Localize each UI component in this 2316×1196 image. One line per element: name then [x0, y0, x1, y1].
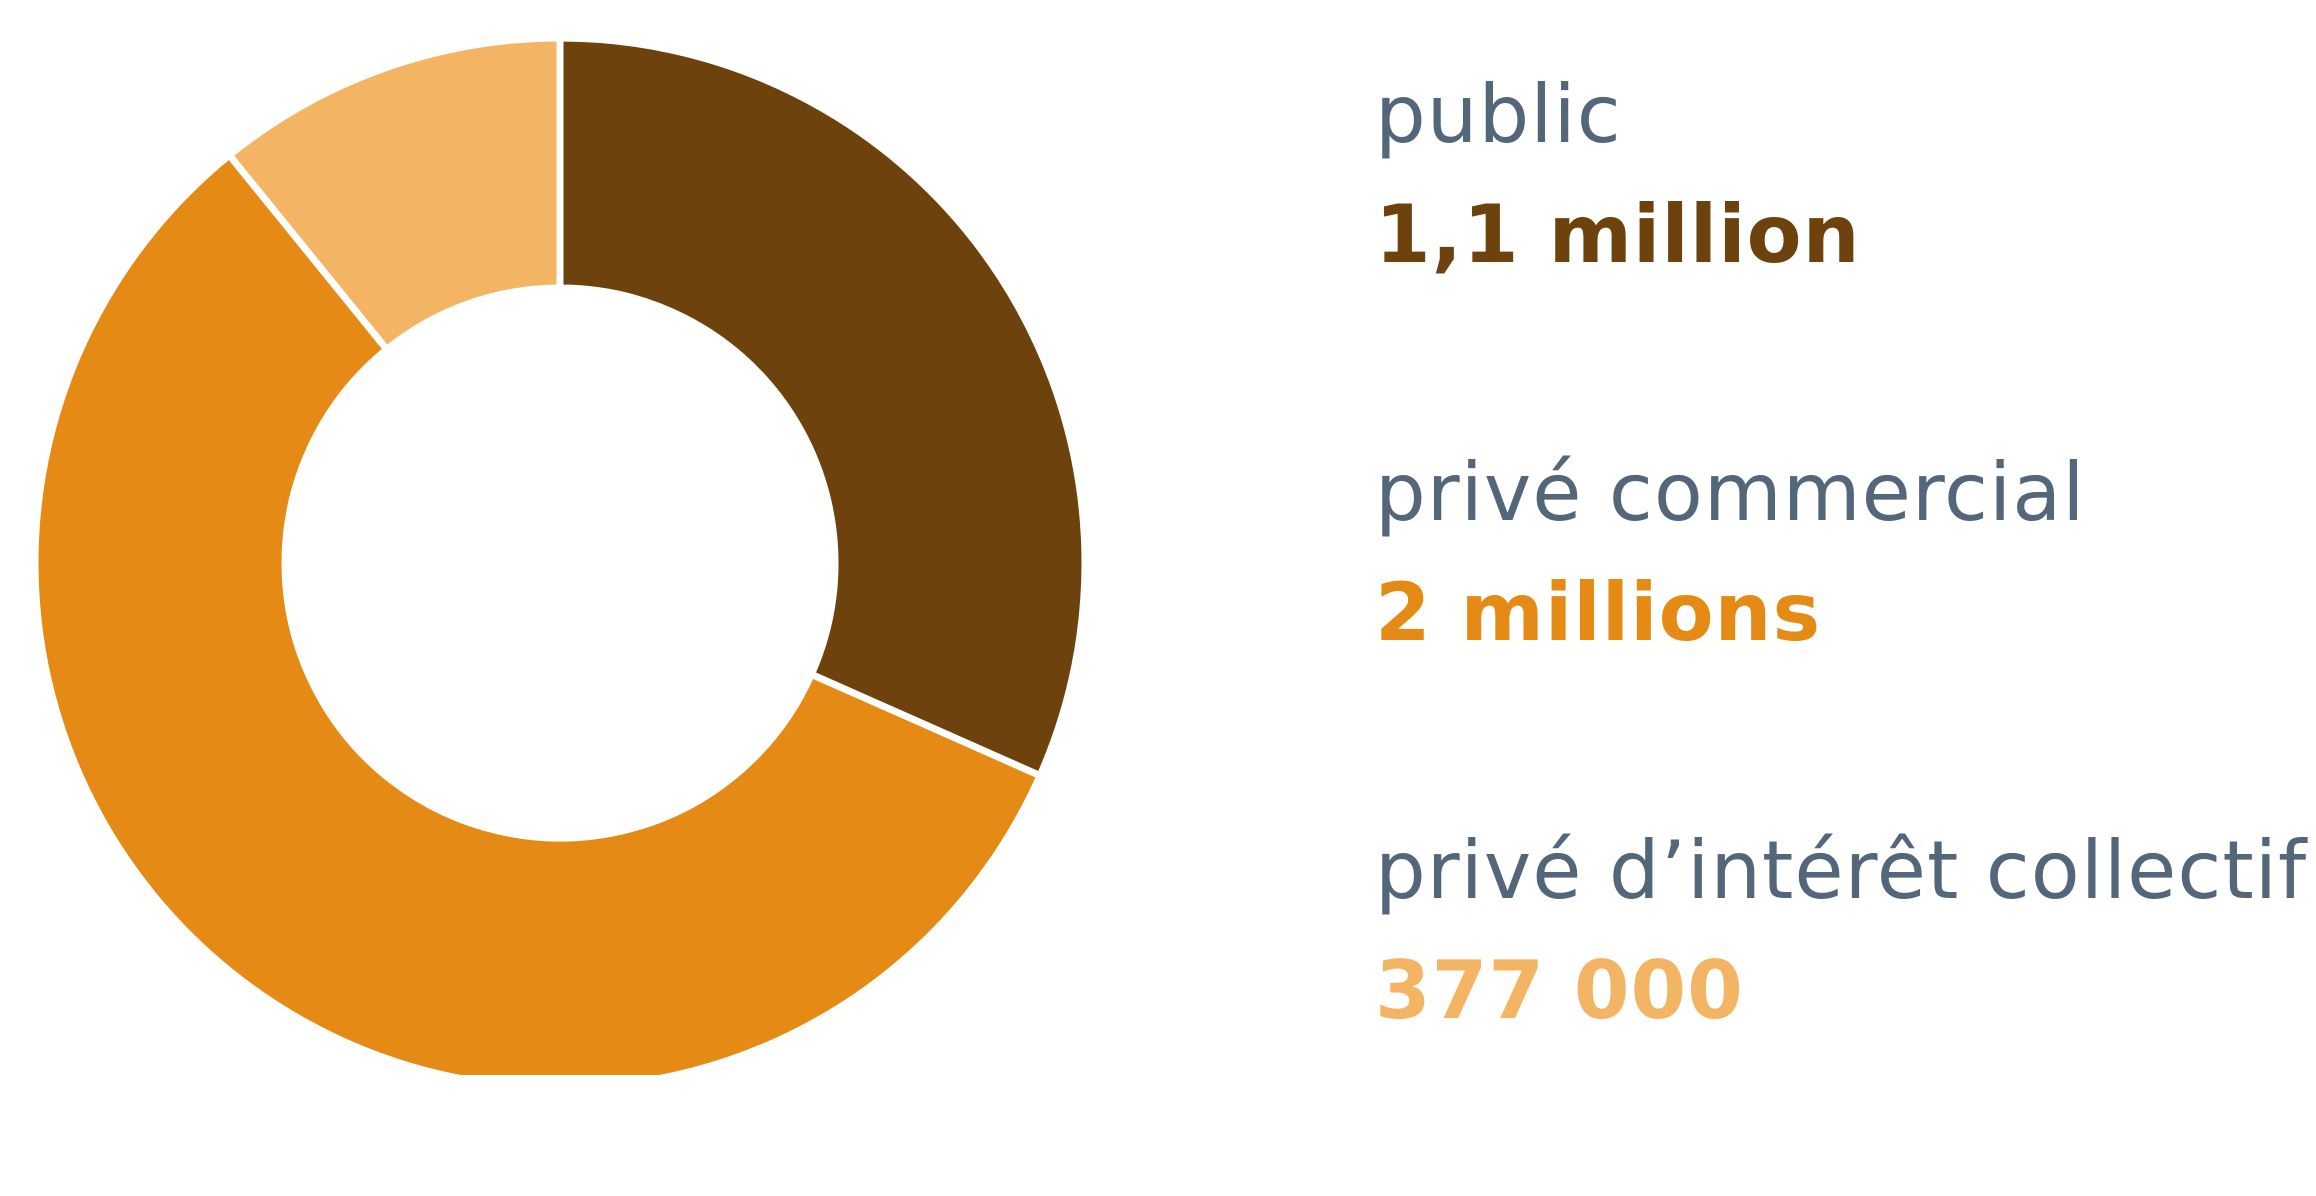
legend-entry-prive-interet-collectif: privé d’intérêt collectif 377 000 [1375, 818, 2316, 1196]
legend-value-public: 1,1 million [1375, 188, 1861, 281]
donut-slice-public [556, 34, 1089, 781]
chart-legend: public 1,1 million privé commercial 2 mi… [1375, 62, 2316, 1196]
donut-slice-prive-commercial [31, 150, 1045, 1075]
donut-slice-prive-interet-collectif [224, 34, 564, 355]
legend-entry-prive-commercial: privé commercial 2 millions [1375, 440, 2316, 818]
legend-label-prive-commercial: privé commercial [1375, 446, 2086, 539]
legend-value-prive-interet-collectif: 377 000 [1375, 944, 1744, 1037]
legend-entry-public: public 1,1 million [1375, 62, 2316, 440]
legend-label-prive-interet-collectif: privé d’intérêt collectif [1375, 824, 2308, 917]
legend-label-public: public [1375, 68, 1622, 161]
donut-chart [31, 34, 1089, 1075]
legend-value-prive-commercial: 2 millions [1375, 566, 1822, 659]
